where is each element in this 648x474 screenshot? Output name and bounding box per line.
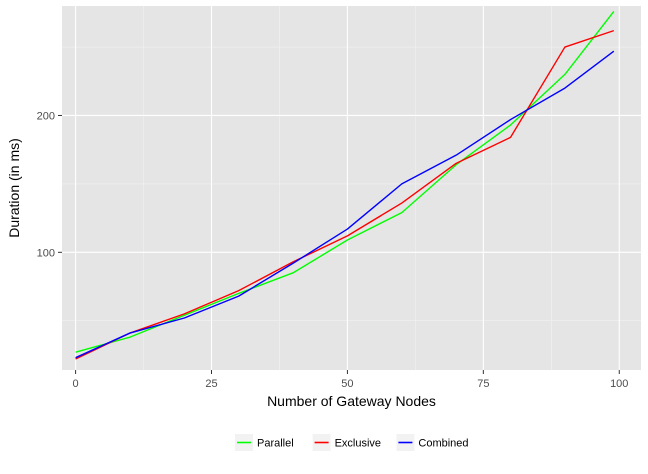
legend-item-combined: Combined — [396, 434, 469, 451]
y-tick-label: 100 — [37, 247, 55, 259]
legend-item-parallel: Parallel — [235, 434, 294, 451]
series-line-exclusive — [75, 29, 615, 360]
panel-background — [62, 6, 641, 370]
series-line-combined — [75, 50, 615, 359]
x-tick-label: 100 — [610, 378, 628, 390]
legend-label: Exclusive — [335, 438, 381, 450]
legend: Parallel Exclusive Combined — [235, 434, 469, 451]
y-tick-label: 200 — [37, 110, 55, 122]
x-axis: 0 25 50 75 100 — [73, 370, 628, 390]
legend-item-exclusive: Exclusive — [312, 434, 381, 451]
y-axis-title: Duration (in ms) — [6, 138, 22, 238]
x-tick-label: 0 — [73, 378, 79, 390]
x-axis-title: Number of Gateway Nodes — [267, 393, 436, 409]
x-tick-label: 75 — [477, 378, 489, 390]
series-lines — [75, 11, 615, 360]
legend-label: Parallel — [257, 438, 294, 450]
x-tick-label: 50 — [341, 378, 353, 390]
x-tick-label: 25 — [205, 378, 217, 390]
y-axis: 100 200 — [37, 110, 62, 259]
major-gridlines — [62, 6, 641, 370]
minor-gridlines — [62, 6, 641, 370]
legend-label: Combined — [418, 438, 468, 450]
